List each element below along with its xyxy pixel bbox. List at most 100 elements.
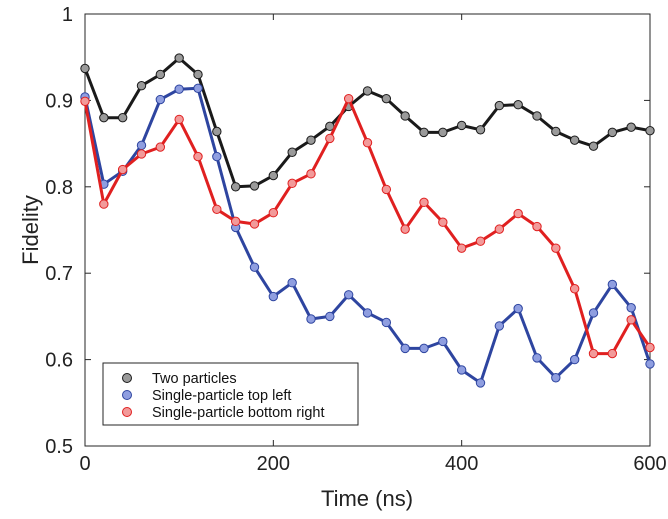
data-point (193, 151, 203, 162)
data-point (438, 127, 448, 138)
data-point (645, 342, 655, 353)
x-tick-label: 600 (633, 453, 666, 475)
data-point (117, 112, 128, 123)
data-point (438, 336, 448, 347)
data-point (174, 114, 184, 125)
data-point (230, 182, 241, 192)
data-point (193, 69, 203, 80)
data-point (475, 236, 486, 246)
data-point (607, 279, 618, 290)
data-point (287, 147, 297, 157)
data-point (456, 243, 467, 253)
data-point (645, 359, 655, 369)
data-point (607, 127, 618, 138)
y-tick-label: 0.8 (45, 177, 73, 199)
data-point (136, 140, 147, 151)
data-point (607, 348, 618, 359)
data-point (212, 151, 222, 162)
data-point (456, 120, 467, 131)
data-point (381, 317, 392, 328)
data-point (456, 365, 467, 375)
legend-marker (122, 390, 132, 400)
data-point (400, 224, 410, 234)
data-point (532, 111, 542, 121)
y-tick-label: 0.7 (45, 263, 73, 285)
data-point (136, 149, 147, 159)
legend-label: Single-particle bottom right (152, 405, 324, 421)
data-point (136, 81, 147, 91)
data-point (268, 170, 279, 181)
data-point (117, 164, 128, 175)
data-point (626, 122, 636, 132)
data-point (475, 125, 486, 135)
data-point (362, 86, 373, 96)
legend-marker (122, 373, 132, 383)
data-point (287, 278, 297, 288)
data-point (400, 343, 410, 354)
legend-box (102, 362, 359, 426)
data-point (212, 204, 222, 214)
data-point (249, 219, 260, 229)
y-tick-label: 0.6 (45, 350, 73, 372)
data-point (99, 199, 109, 209)
x-tick-label: 200 (257, 453, 290, 475)
data-point (155, 94, 166, 105)
data-point (325, 133, 335, 144)
y-tick-label: 0.5 (45, 436, 73, 458)
data-point (588, 348, 599, 359)
data-point (381, 93, 392, 104)
series-2 (80, 93, 655, 359)
data-point (80, 96, 90, 106)
data-point (268, 208, 279, 218)
x-tick-label: 400 (445, 453, 478, 475)
data-point (99, 112, 109, 123)
x-tick-label: 0 (79, 453, 90, 475)
legend-marker (122, 407, 132, 417)
y-axis-title: Fidelity (18, 195, 43, 265)
data-point (287, 178, 297, 189)
data-point (325, 311, 335, 322)
data-point (475, 378, 486, 388)
data-point (494, 100, 505, 111)
data-point (362, 138, 373, 148)
data-point (551, 373, 561, 383)
data-point (381, 184, 392, 195)
x-axis-title: Time (ns) (321, 486, 413, 511)
data-point (419, 197, 429, 208)
data-point (513, 208, 523, 219)
legend-label: Single-particle top left (152, 388, 291, 404)
data-point (569, 135, 580, 145)
series-1 (80, 83, 655, 388)
data-point (306, 169, 316, 179)
data-point (551, 126, 561, 137)
data-point (249, 262, 260, 272)
data-point (588, 141, 599, 151)
data-point (551, 243, 561, 253)
data-point (80, 63, 90, 74)
data-point (419, 343, 429, 354)
data-point (645, 125, 655, 136)
data-point (230, 216, 241, 227)
y-tick-label: 1 (62, 4, 73, 26)
data-point (494, 224, 505, 234)
data-point (513, 303, 523, 314)
data-point (569, 284, 580, 294)
data-point (494, 321, 505, 331)
data-point (306, 314, 316, 324)
data-point (626, 315, 636, 325)
data-point (268, 291, 279, 302)
data-point (343, 93, 354, 104)
data-point (343, 290, 354, 300)
data-point (249, 181, 260, 191)
legend-label: Two particles (152, 371, 237, 387)
data-point (155, 142, 166, 152)
data-point (362, 308, 373, 318)
data-point (193, 83, 203, 94)
data-point (588, 308, 599, 318)
data-point (306, 135, 316, 145)
data-point (513, 100, 523, 110)
data-point (155, 69, 166, 80)
data-point (174, 53, 184, 63)
data-point (212, 126, 222, 137)
